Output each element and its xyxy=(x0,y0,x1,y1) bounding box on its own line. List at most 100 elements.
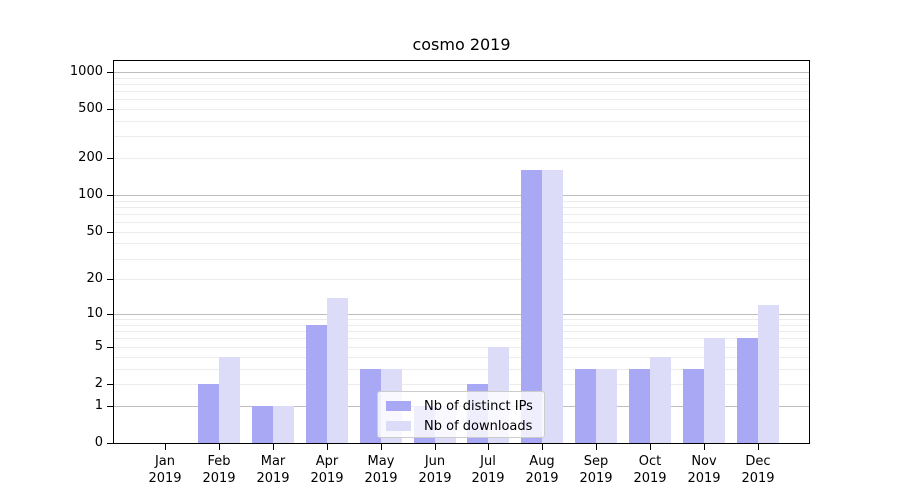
chart-title: cosmo 2019 xyxy=(412,35,511,54)
x-axis-tick-label-line: Apr xyxy=(315,454,339,469)
x-axis-tick-label: Nov 2019 xyxy=(672,453,736,487)
bar-distinct-ips xyxy=(198,384,219,443)
bar-distinct-ips xyxy=(575,369,596,443)
bar-distinct-ips xyxy=(360,369,381,443)
x-axis-tick xyxy=(650,444,651,450)
x-axis-tick xyxy=(327,444,328,450)
x-axis-tick-label: Dec 2019 xyxy=(726,453,790,487)
minor-gridline xyxy=(114,232,809,233)
minor-gridline xyxy=(114,384,809,385)
x-axis-tick-label-line: Dec xyxy=(745,454,771,469)
y-axis-tick xyxy=(107,279,113,280)
bar-downloads xyxy=(542,170,563,443)
x-axis-tick-label-line: Oct xyxy=(638,454,662,469)
bar-downloads xyxy=(327,298,348,443)
bar-distinct-ips xyxy=(252,406,273,443)
x-axis-tick-label-line: 2019 xyxy=(579,471,613,486)
x-axis-tick-label-line: 2019 xyxy=(741,471,775,486)
x-axis-tick-label-line: Sep xyxy=(583,454,609,469)
y-axis-tick xyxy=(107,384,113,385)
legend-row-distinct-ips: Nb of distinct IPs xyxy=(386,396,536,416)
x-axis-tick-label-line: 2019 xyxy=(364,471,398,486)
minor-gridline xyxy=(114,331,809,332)
legend-label-distinct-ips: Nb of distinct IPs xyxy=(424,398,533,414)
x-axis-tick-label-line: Jun xyxy=(424,454,446,469)
bar-distinct-ips xyxy=(306,325,327,443)
minor-gridline xyxy=(114,319,809,320)
legend-swatch-distinct-ips xyxy=(386,401,411,411)
bar-downloads xyxy=(596,369,617,443)
y-axis-tick-label: 1000 xyxy=(69,64,103,79)
x-axis-tick xyxy=(488,444,489,450)
major-gridline xyxy=(114,314,809,315)
y-axis-tick-label: 500 xyxy=(78,101,103,116)
x-axis-tick-label: Sep 2019 xyxy=(564,453,628,487)
x-axis-tick-label: Feb 2019 xyxy=(187,453,251,487)
x-axis-tick-label-line: Mar xyxy=(260,454,286,469)
x-axis-tick-label: Jul 2019 xyxy=(456,453,520,487)
y-axis-tick-label: 10 xyxy=(86,306,103,321)
bar-distinct-ips xyxy=(683,369,704,443)
minor-gridline xyxy=(114,357,809,358)
x-axis-tick-label-line: 2019 xyxy=(148,471,182,486)
minor-gridline xyxy=(114,243,809,244)
minor-gridline xyxy=(114,201,809,202)
bar-downloads xyxy=(650,357,671,443)
minor-gridline xyxy=(114,207,809,208)
x-axis-tick-label-line: Jul xyxy=(480,454,496,469)
x-axis-tick xyxy=(435,444,436,450)
x-axis-tick-label-line: Aug xyxy=(529,454,555,469)
y-axis-tick-label: 2 xyxy=(94,376,103,391)
legend-swatch-downloads xyxy=(386,421,411,431)
x-axis-tick xyxy=(381,444,382,450)
y-axis-tick xyxy=(107,443,113,444)
x-axis-tick-label-line: 2019 xyxy=(687,471,721,486)
bar-downloads xyxy=(219,357,240,443)
major-gridline xyxy=(114,195,809,196)
y-axis-tick-label: 200 xyxy=(78,150,103,165)
minor-gridline xyxy=(114,84,809,85)
x-axis-tick xyxy=(542,444,543,450)
x-axis-tick-label: Aug 2019 xyxy=(510,453,574,487)
plot-area: Nb of distinct IPs Nb of downloads xyxy=(113,60,810,444)
y-axis-tick xyxy=(107,158,113,159)
y-axis-tick xyxy=(107,347,113,348)
bar-distinct-ips xyxy=(629,369,650,443)
legend-row-downloads: Nb of downloads xyxy=(386,416,536,436)
x-axis-tick-label-line: 2019 xyxy=(256,471,290,486)
x-axis-tick xyxy=(219,444,220,450)
minor-gridline xyxy=(114,222,809,223)
y-axis-tick xyxy=(107,232,113,233)
minor-gridline xyxy=(114,347,809,348)
bar-distinct-ips xyxy=(521,170,542,443)
minor-gridline xyxy=(114,325,809,326)
x-axis-tick-label: Mar 2019 xyxy=(241,453,305,487)
minor-gridline xyxy=(114,109,809,110)
y-axis-tick-label: 1 xyxy=(94,398,103,413)
x-axis-tick-label-line: 2019 xyxy=(525,471,559,486)
x-axis-tick xyxy=(273,444,274,450)
x-axis-tick-label-line: 2019 xyxy=(471,471,505,486)
minor-gridline xyxy=(114,121,809,122)
minor-gridline xyxy=(114,91,809,92)
minor-gridline xyxy=(114,136,809,137)
y-axis-tick-label: 100 xyxy=(78,187,103,202)
x-axis-tick-label-line: 2019 xyxy=(418,471,452,486)
x-axis-tick-label-line: Nov xyxy=(691,454,717,469)
x-axis-tick-label: Apr 2019 xyxy=(295,453,359,487)
y-axis-tick xyxy=(107,406,113,407)
minor-gridline xyxy=(114,78,809,79)
minor-gridline xyxy=(114,158,809,159)
y-axis-tick xyxy=(107,109,113,110)
minor-gridline xyxy=(114,99,809,100)
x-axis-tick-label-line: Jan xyxy=(154,454,176,469)
x-axis-tick-label: Jan 2019 xyxy=(133,453,197,487)
x-axis-tick xyxy=(165,444,166,450)
minor-gridline xyxy=(114,259,809,260)
x-axis-tick-label-line: 2019 xyxy=(633,471,667,486)
y-axis-tick-label: 20 xyxy=(86,271,103,286)
x-axis-tick-label-line: 2019 xyxy=(310,471,344,486)
x-axis-tick xyxy=(596,444,597,450)
bar-distinct-ips xyxy=(737,338,758,443)
